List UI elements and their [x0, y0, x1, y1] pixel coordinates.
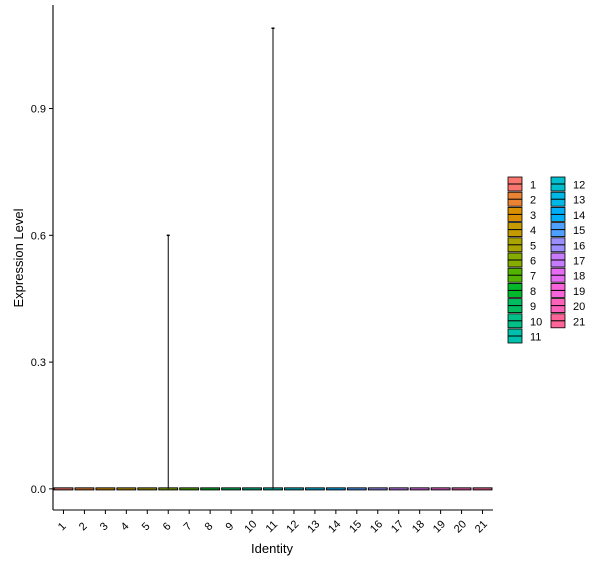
- violin: [95, 487, 116, 491]
- violin: [116, 487, 137, 491]
- x-tick-label: 19: [431, 518, 448, 535]
- y-tick-label: 0.9: [31, 104, 46, 116]
- x-tick-label: 4: [119, 520, 132, 533]
- x-tick-label: 16: [368, 518, 385, 535]
- legend-label: 18: [573, 271, 585, 283]
- violin: [325, 487, 346, 491]
- violin: [179, 487, 200, 491]
- y-tick-label: 0.3: [31, 357, 46, 369]
- x-tick-label: 17: [389, 518, 406, 535]
- x-tick-label: 6: [161, 520, 174, 533]
- x-tick-label: 5: [140, 520, 153, 533]
- violin: [221, 487, 242, 491]
- legend-label: 1: [530, 180, 536, 192]
- legend-label: 15: [573, 225, 585, 237]
- legend-label: 16: [573, 240, 585, 252]
- legend-label: 3: [530, 210, 536, 222]
- violin: [451, 487, 472, 491]
- legend-label: 4: [530, 225, 536, 237]
- legend-label: 17: [573, 256, 585, 268]
- x-tick-label: 13: [305, 518, 322, 535]
- violin: [430, 487, 451, 491]
- x-tick-label: 20: [452, 518, 469, 535]
- violin: [304, 487, 325, 491]
- x-tick-label: 21: [473, 518, 490, 535]
- x-tick-label: 2: [77, 520, 90, 533]
- legend-label: 7: [530, 271, 536, 283]
- x-tick-label: 1: [56, 520, 69, 533]
- violin: [53, 487, 74, 491]
- x-tick-label: 10: [242, 518, 259, 535]
- violin: [74, 487, 95, 491]
- legend-label: 13: [573, 195, 585, 207]
- violin: [409, 487, 430, 491]
- violin: [346, 487, 367, 491]
- legend-label: 6: [530, 256, 536, 268]
- x-tick-label: 7: [182, 520, 195, 533]
- legend-label: 8: [530, 286, 536, 298]
- legend-label: 2: [530, 195, 536, 207]
- violin: [200, 487, 221, 491]
- violin: [284, 487, 304, 491]
- x-tick-label: 8: [203, 520, 216, 533]
- violin: [388, 487, 409, 491]
- x-tick-label: 14: [326, 518, 343, 535]
- legend-label: 19: [573, 286, 585, 298]
- y-tick-label: 0.6: [31, 230, 46, 242]
- legend-label: 11: [530, 332, 541, 344]
- x-axis-label: Identity: [251, 541, 293, 556]
- legend-label: 12: [573, 180, 585, 192]
- x-tick-label: 12: [284, 518, 301, 535]
- x-tick-label: 18: [410, 518, 427, 535]
- violin: [367, 487, 388, 491]
- y-tick-label: 0.0: [31, 484, 46, 496]
- plot-panel: 0.00.30.60.91 2 3 4 5 6 7 8 9 10 11 12 13 14 15 16 17 18 1…: [31, 5, 493, 535]
- legend-label: 9: [530, 301, 536, 313]
- y-axis-label: Expression Level: [11, 208, 26, 307]
- x-tick-label: 15: [347, 518, 364, 535]
- violin: [137, 487, 158, 491]
- x-tick-label: 11: [264, 519, 281, 536]
- legend-label: 14: [573, 210, 585, 222]
- violin: [472, 487, 493, 491]
- legend-label: 5: [530, 240, 536, 252]
- x-tick-label: 9: [224, 520, 237, 533]
- x-tick-label: 3: [98, 520, 111, 533]
- legend-label: 10: [530, 316, 542, 328]
- legend-label: 20: [573, 301, 585, 313]
- violin: [242, 487, 262, 491]
- legend-label: 21: [573, 316, 585, 328]
